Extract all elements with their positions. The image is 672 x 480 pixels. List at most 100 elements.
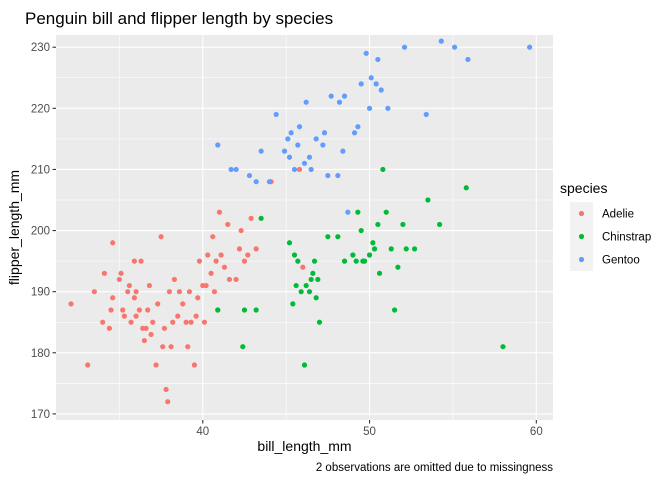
point-chinstrap	[241, 307, 248, 313]
point-gentoo	[465, 56, 471, 63]
point-gentoo	[336, 99, 343, 105]
point-chinstrap	[311, 258, 318, 264]
point-chinstrap	[371, 246, 378, 252]
point-adelie	[141, 337, 147, 344]
plot-panel	[56, 35, 553, 420]
point-adelie	[148, 331, 154, 338]
point-adelie	[143, 325, 149, 331]
point-adelie	[176, 289, 183, 295]
point-gentoo	[335, 172, 341, 179]
point-gentoo	[301, 160, 308, 166]
point-gentoo	[452, 44, 458, 50]
point-gentoo	[345, 209, 351, 215]
point-chinstrap	[355, 209, 361, 215]
point-adelie	[118, 270, 124, 276]
legend: species Adelie Chinstrap Gentoo	[560, 180, 651, 271]
point-chinstrap	[293, 282, 299, 289]
point-chinstrap	[395, 264, 401, 270]
point-adelie	[203, 282, 209, 289]
point-adelie	[110, 240, 116, 246]
point-adelie	[100, 319, 106, 325]
point-adelie	[133, 289, 139, 295]
x-tick-label: 60	[530, 426, 543, 438]
point-adelie	[131, 295, 137, 301]
y-tick-label: 190	[31, 287, 50, 299]
point-chinstrap	[425, 197, 431, 203]
legend-label-gentoo: Gentoo	[602, 255, 640, 267]
y-tick-label: 220	[31, 103, 50, 115]
point-adelie	[120, 307, 126, 313]
point-adelie	[161, 325, 168, 331]
point-adelie	[296, 166, 303, 173]
point-adelie	[91, 289, 97, 295]
point-adelie	[146, 282, 152, 289]
point-gentoo	[438, 38, 444, 44]
y-tick-label: 210	[31, 164, 50, 176]
point-chinstrap	[391, 307, 398, 313]
point-chinstrap	[361, 258, 368, 264]
point-chinstrap	[335, 234, 341, 240]
point-chinstrap	[380, 166, 386, 173]
point-chinstrap	[215, 307, 221, 313]
point-chinstrap	[383, 209, 389, 215]
point-adelie	[155, 301, 161, 307]
point-gentoo	[228, 166, 234, 173]
point-chinstrap	[310, 270, 316, 276]
point-adelie	[126, 282, 132, 289]
point-chinstrap	[403, 246, 409, 252]
point-adelie	[253, 246, 259, 252]
point-adelie	[168, 344, 174, 350]
point-adelie	[196, 258, 203, 264]
point-chinstrap	[306, 289, 313, 295]
point-gentoo	[253, 179, 259, 185]
point-adelie	[201, 319, 208, 325]
point-adelie	[106, 325, 112, 331]
point-gentoo	[288, 130, 294, 136]
point-adelie	[238, 227, 244, 234]
point-gentoo	[266, 179, 273, 185]
point-adelie	[186, 289, 193, 295]
point-gentoo	[373, 81, 379, 87]
point-chinstrap	[291, 252, 298, 258]
point-adelie	[185, 344, 191, 350]
axis-ticks: 40 50 60 170 180 190 200 210 220 230	[31, 42, 543, 438]
point-adelie	[170, 319, 176, 325]
legend-label-adelie: Adelie	[602, 209, 634, 221]
major-gridlines	[56, 35, 553, 420]
point-adelie	[165, 399, 171, 405]
point-chinstrap	[358, 227, 364, 234]
point-adelie	[233, 276, 239, 283]
point-adelie	[171, 276, 178, 283]
point-adelie	[245, 252, 251, 258]
point-gentoo	[291, 166, 298, 173]
point-adelie	[166, 289, 173, 295]
point-chinstrap	[295, 258, 301, 264]
point-gentoo	[358, 81, 364, 87]
point-adelie	[241, 258, 248, 264]
point-chinstrap	[370, 240, 376, 246]
point-gentoo	[527, 44, 533, 50]
point-chinstrap	[436, 221, 443, 228]
point-adelie	[68, 301, 74, 307]
point-gentoo	[281, 148, 288, 154]
point-adelie	[183, 319, 189, 325]
point-adelie	[153, 362, 159, 368]
point-chinstrap	[313, 295, 319, 301]
point-gentoo	[233, 166, 239, 173]
legend-label-chinstrap: Chinstrap	[602, 232, 651, 244]
point-adelie	[180, 301, 186, 307]
point-gentoo	[321, 130, 328, 136]
point-adelie	[226, 276, 233, 283]
point-gentoo	[308, 166, 314, 173]
point-chinstrap	[301, 362, 308, 368]
chart-caption: 2 observations are omitted due to missin…	[316, 462, 553, 474]
point-adelie	[121, 313, 127, 319]
point-adelie	[193, 313, 199, 319]
point-chinstrap	[258, 215, 264, 221]
point-chinstrap	[253, 307, 259, 313]
point-gentoo	[341, 93, 348, 99]
point-gentoo	[363, 50, 369, 56]
point-adelie	[163, 386, 169, 393]
point-adelie	[221, 264, 228, 270]
